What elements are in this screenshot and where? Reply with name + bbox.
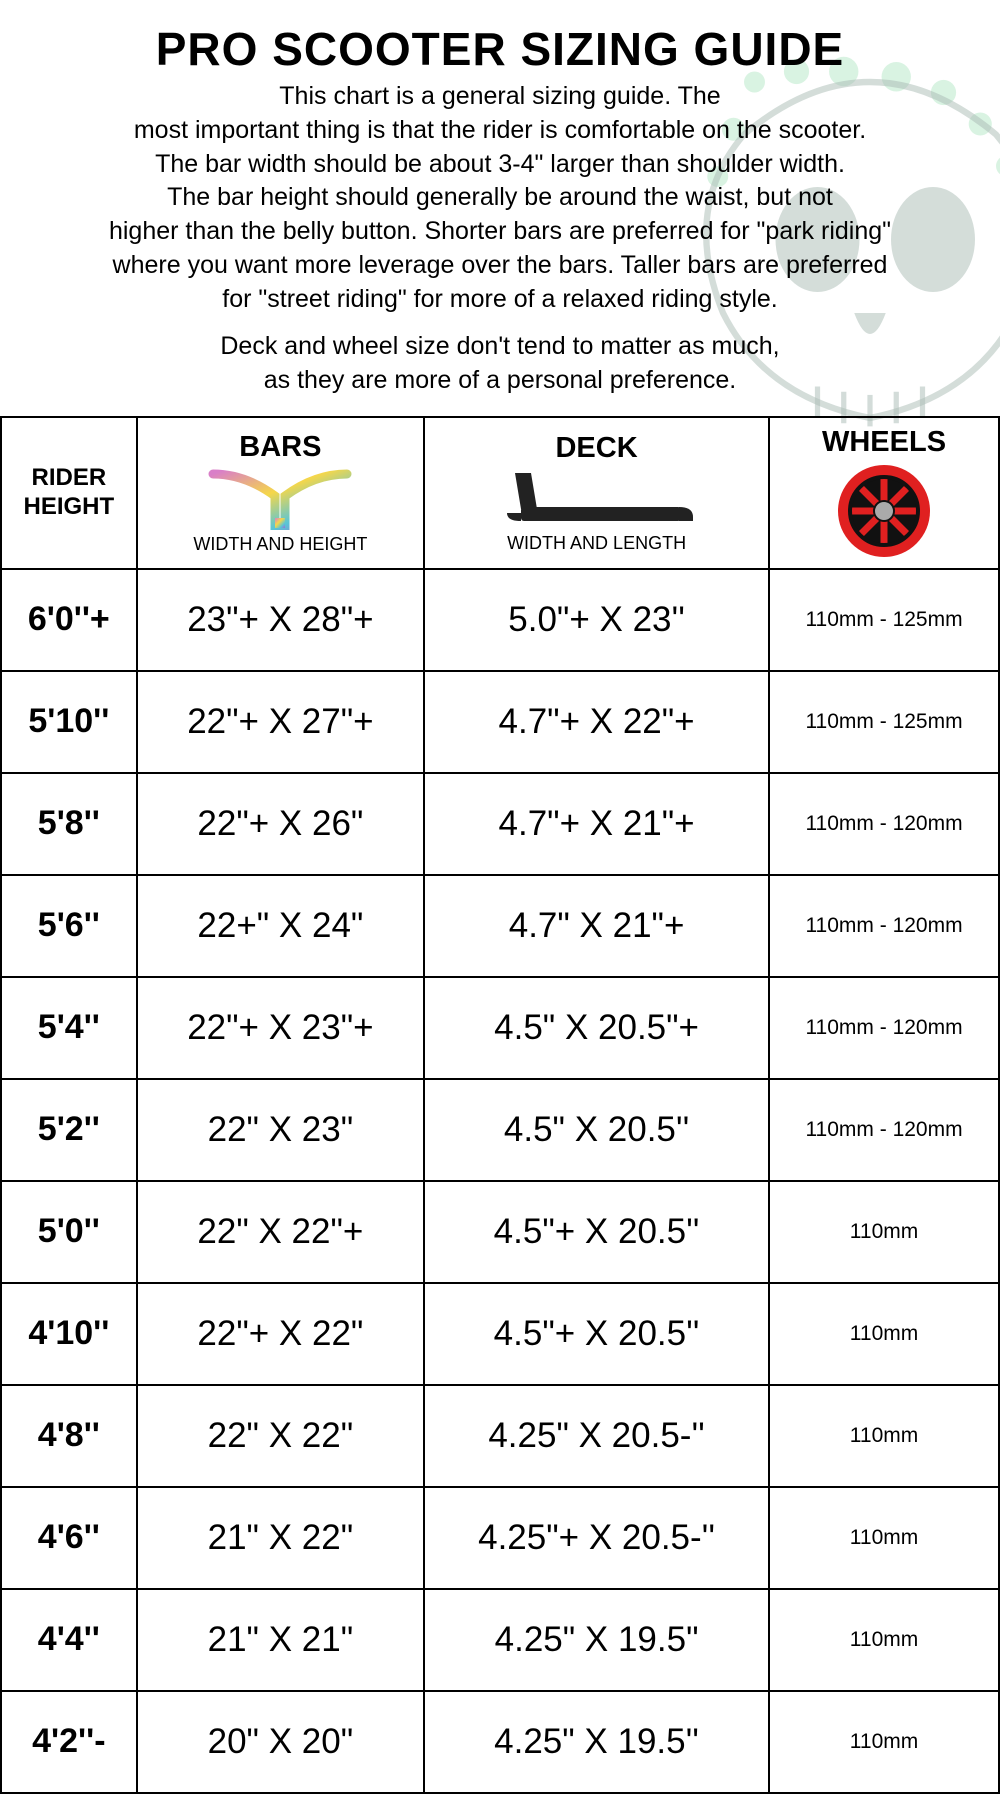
cell-rider-height: 5'4'': [1, 977, 137, 1079]
cell-rider-height: 5'6'': [1, 875, 137, 977]
header-wheels: WHEELS: [769, 417, 999, 569]
cell-bars: 22" X 22"+: [137, 1181, 424, 1283]
cell-deck: 4.7"+ X 21"+: [424, 773, 769, 875]
cell-deck: 4.5"+ X 20.5'': [424, 1283, 769, 1385]
cell-wheels: 110mm: [769, 1385, 999, 1487]
cell-deck: 4.25"+ X 20.5-'': [424, 1487, 769, 1589]
cell-deck: 4.25" X 20.5-'': [424, 1385, 769, 1487]
cell-bars: 22"+ X 22": [137, 1283, 424, 1385]
cell-deck: 4.7"+ X 22"+: [424, 671, 769, 773]
bars-icon: [205, 468, 355, 530]
cell-wheels: 110mm - 125mm: [769, 671, 999, 773]
header-deck-label: DECK: [555, 432, 637, 465]
table-row: 5'8''22"+ X 26"4.7"+ X 21"+110mm - 120mm: [1, 773, 999, 875]
cell-bars: 22" X 22": [137, 1385, 424, 1487]
cell-deck: 4.5"+ X 20.5'': [424, 1181, 769, 1283]
table-row: 6'0''+23"+ X 28"+5.0"+ X 23''110mm - 125…: [1, 569, 999, 671]
table-row: 5'2''22" X 23"4.5" X 20.5''110mm - 120mm: [1, 1079, 999, 1181]
table-row: 5'0''22" X 22"+4.5"+ X 20.5''110mm: [1, 1181, 999, 1283]
intro-paragraph-2: Deck and wheel size don't tend to matter…: [0, 316, 1000, 416]
cell-bars: 22" X 23": [137, 1079, 424, 1181]
cell-rider-height: 5'10'': [1, 671, 137, 773]
header-deck: DECK WIDTH AND LENGTH: [424, 417, 769, 569]
cell-deck: 4.25" X 19.5'': [424, 1691, 769, 1793]
cell-wheels: 110mm - 120mm: [769, 875, 999, 977]
cell-wheels: 110mm - 120mm: [769, 1079, 999, 1181]
cell-rider-height: 4'2''-: [1, 1691, 137, 1793]
page-title: PRO SCOOTER SIZING GUIDE: [0, 0, 1000, 76]
cell-bars: 20" X 20": [137, 1691, 424, 1793]
header-deck-sub: WIDTH AND LENGTH: [507, 533, 686, 554]
cell-bars: 22"+ X 26": [137, 773, 424, 875]
sizing-table: RIDERHEIGHT BARS: [0, 416, 1000, 1794]
cell-rider-height: 4'4'': [1, 1589, 137, 1691]
table-header-row: RIDERHEIGHT BARS: [1, 417, 999, 569]
cell-wheels: 110mm - 120mm: [769, 977, 999, 1079]
header-bars-label: BARS: [239, 431, 321, 464]
table-row: 4'4''21" X 21"4.25" X 19.5"110mm: [1, 1589, 999, 1691]
header-rider: RIDERHEIGHT: [1, 417, 137, 569]
cell-deck: 4.25" X 19.5": [424, 1589, 769, 1691]
table-row: 5'10''22"+ X 27"+4.7"+ X 22"+110mm - 125…: [1, 671, 999, 773]
cell-deck: 5.0"+ X 23'': [424, 569, 769, 671]
cell-deck: 4.5" X 20.5"+: [424, 977, 769, 1079]
cell-rider-height: 5'2'': [1, 1079, 137, 1181]
cell-rider-height: 4'6'': [1, 1487, 137, 1589]
cell-wheels: 110mm: [769, 1691, 999, 1793]
table-row: 4'10''22"+ X 22"4.5"+ X 20.5''110mm: [1, 1283, 999, 1385]
cell-bars: 23"+ X 28"+: [137, 569, 424, 671]
cell-deck: 4.7" X 21"+: [424, 875, 769, 977]
table-row: 5'4''22"+ X 23"+4.5" X 20.5"+110mm - 120…: [1, 977, 999, 1079]
cell-bars: 22"+ X 23"+: [137, 977, 424, 1079]
cell-bars: 21" X 21": [137, 1589, 424, 1691]
table-row: 5'6''22+" X 24"4.7" X 21"+110mm - 120mm: [1, 875, 999, 977]
header-wheels-label: WHEELS: [822, 426, 946, 459]
wheel-icon: [836, 463, 932, 559]
table-row: 4'2''-20" X 20"4.25" X 19.5''110mm: [1, 1691, 999, 1793]
cell-rider-height: 4'8'': [1, 1385, 137, 1487]
deck-icon: [497, 469, 697, 529]
table-row: 4'8''22" X 22"4.25" X 20.5-''110mm: [1, 1385, 999, 1487]
cell-wheels: 110mm: [769, 1283, 999, 1385]
table-body: 6'0''+23"+ X 28"+5.0"+ X 23''110mm - 125…: [1, 569, 999, 1793]
cell-wheels: 110mm - 120mm: [769, 773, 999, 875]
cell-wheels: 110mm: [769, 1589, 999, 1691]
cell-rider-height: 4'10'': [1, 1283, 137, 1385]
cell-rider-height: 6'0''+: [1, 569, 137, 671]
cell-deck: 4.5" X 20.5'': [424, 1079, 769, 1181]
intro-paragraph: This chart is a general sizing guide. Th…: [0, 76, 1000, 316]
header-bars-sub: WIDTH AND HEIGHT: [193, 534, 367, 555]
cell-bars: 21" X 22": [137, 1487, 424, 1589]
cell-wheels: 110mm - 125mm: [769, 569, 999, 671]
cell-wheels: 110mm: [769, 1181, 999, 1283]
cell-rider-height: 5'0'': [1, 1181, 137, 1283]
cell-bars: 22+" X 24": [137, 875, 424, 977]
cell-wheels: 110mm: [769, 1487, 999, 1589]
cell-rider-height: 5'8'': [1, 773, 137, 875]
table-row: 4'6''21" X 22"4.25"+ X 20.5-''110mm: [1, 1487, 999, 1589]
cell-bars: 22"+ X 27"+: [137, 671, 424, 773]
header-bars: BARS: [137, 417, 424, 569]
header-rider-label: RIDERHEIGHT: [6, 464, 132, 522]
